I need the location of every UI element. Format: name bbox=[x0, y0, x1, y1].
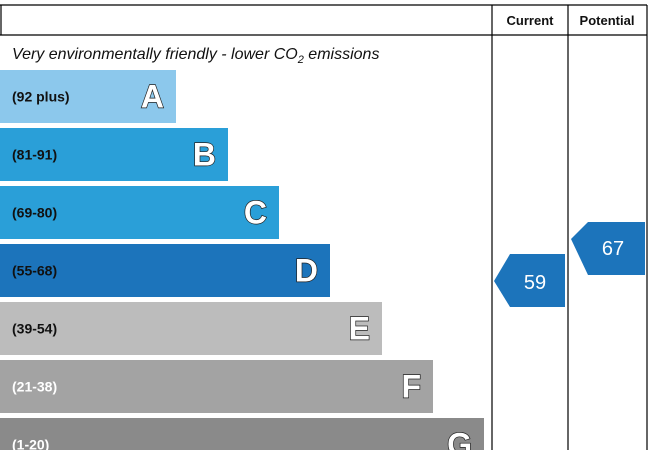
band-range: (21-38) bbox=[12, 379, 57, 395]
current-rating: 59 bbox=[524, 272, 546, 294]
band bbox=[0, 244, 330, 297]
band bbox=[0, 360, 433, 413]
band-range: (81-91) bbox=[12, 147, 57, 163]
band-letter: E bbox=[349, 311, 370, 347]
band-letter: D bbox=[295, 253, 318, 289]
bands: (92 plus) A (81-91) B (69-80) C (55-68) D (39-54… bbox=[0, 70, 484, 450]
current-arrow bbox=[494, 254, 565, 307]
subtitle-text: Very environmentally friendly - lower CO bbox=[12, 46, 298, 63]
subtitle-text: emissions bbox=[304, 46, 380, 63]
band-letter: F bbox=[401, 369, 421, 405]
band-range: (39-54) bbox=[12, 321, 57, 337]
subtitle-sub: 2 bbox=[297, 54, 304, 66]
band bbox=[0, 128, 228, 181]
potential-arrow bbox=[571, 222, 645, 275]
band-range: (92 plus) bbox=[12, 89, 70, 105]
band-letter: A bbox=[141, 79, 164, 115]
frame bbox=[0, 4, 648, 450]
header-current: Current bbox=[507, 13, 555, 28]
band-letter: C bbox=[244, 195, 267, 231]
band bbox=[0, 70, 176, 123]
band bbox=[0, 186, 279, 239]
band bbox=[0, 418, 484, 450]
band-range: (55-68) bbox=[12, 263, 57, 279]
band-range: (1-20) bbox=[12, 437, 49, 450]
potential-rating: 67 bbox=[602, 238, 624, 260]
subtitle: Very environmentally friendly - lower CO… bbox=[12, 46, 379, 66]
band-letter: B bbox=[193, 137, 216, 173]
band-range: (69-80) bbox=[12, 205, 57, 221]
band-letter: G bbox=[447, 427, 472, 450]
header-potential: Potential bbox=[580, 13, 635, 28]
band bbox=[0, 302, 382, 355]
